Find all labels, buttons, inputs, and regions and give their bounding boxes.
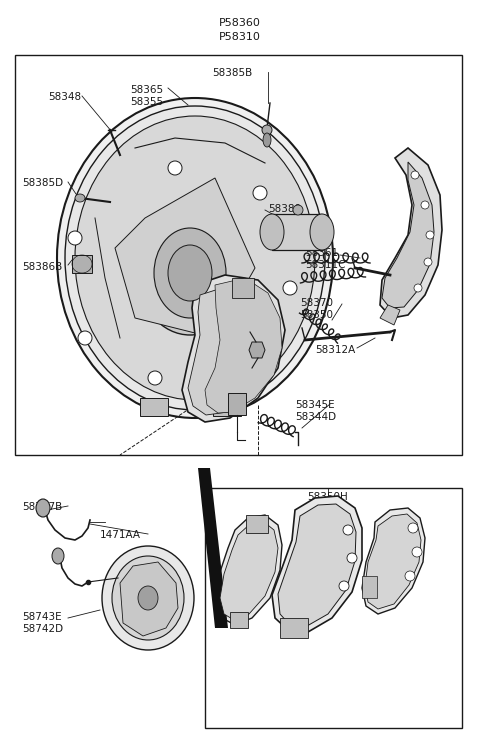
Bar bbox=[246, 515, 268, 533]
Polygon shape bbox=[120, 562, 178, 636]
Ellipse shape bbox=[168, 245, 212, 301]
Ellipse shape bbox=[339, 581, 349, 591]
Bar bbox=[213, 398, 241, 416]
Polygon shape bbox=[382, 162, 434, 308]
Bar bbox=[140, 398, 168, 416]
Text: 58737B: 58737B bbox=[22, 502, 62, 512]
Bar bbox=[205, 488, 462, 728]
Text: 58385D: 58385D bbox=[22, 178, 63, 188]
Polygon shape bbox=[220, 522, 278, 620]
Polygon shape bbox=[115, 178, 255, 338]
Polygon shape bbox=[272, 496, 362, 632]
Ellipse shape bbox=[112, 556, 184, 640]
Ellipse shape bbox=[154, 228, 226, 318]
Text: 58743E
58742D: 58743E 58742D bbox=[22, 612, 63, 634]
Ellipse shape bbox=[310, 214, 334, 250]
Ellipse shape bbox=[408, 523, 418, 533]
Text: 58366A
58356A: 58366A 58356A bbox=[238, 310, 278, 332]
Bar bbox=[228, 393, 246, 415]
Ellipse shape bbox=[253, 186, 267, 200]
Ellipse shape bbox=[260, 214, 284, 250]
Bar bbox=[272, 214, 322, 250]
Ellipse shape bbox=[138, 211, 242, 335]
Polygon shape bbox=[365, 514, 421, 609]
Text: 58348: 58348 bbox=[48, 92, 81, 102]
Polygon shape bbox=[216, 515, 282, 625]
Ellipse shape bbox=[65, 106, 325, 410]
Polygon shape bbox=[362, 508, 425, 614]
Ellipse shape bbox=[421, 201, 429, 209]
Ellipse shape bbox=[126, 572, 170, 624]
Bar bbox=[232, 278, 254, 298]
Ellipse shape bbox=[78, 331, 92, 345]
Text: P58360: P58360 bbox=[219, 18, 261, 28]
Text: 58361
58311C: 58361 58311C bbox=[305, 248, 346, 270]
Bar bbox=[230, 612, 248, 628]
Polygon shape bbox=[278, 504, 356, 626]
Polygon shape bbox=[182, 275, 285, 422]
Ellipse shape bbox=[343, 525, 353, 535]
Text: 58322B: 58322B bbox=[192, 400, 232, 410]
Text: 58345E
58344D: 58345E 58344D bbox=[295, 400, 336, 423]
Bar bbox=[72, 255, 92, 273]
Text: 1471AA: 1471AA bbox=[100, 530, 141, 540]
Ellipse shape bbox=[263, 133, 271, 147]
Polygon shape bbox=[198, 468, 228, 628]
Ellipse shape bbox=[102, 546, 194, 650]
Ellipse shape bbox=[283, 281, 297, 295]
Bar bbox=[280, 618, 308, 638]
Text: 58350H: 58350H bbox=[308, 492, 348, 502]
Polygon shape bbox=[249, 342, 265, 358]
Text: 58365
58355: 58365 58355 bbox=[130, 85, 163, 107]
Text: 58312A: 58312A bbox=[315, 345, 355, 355]
Bar bbox=[362, 576, 377, 598]
Ellipse shape bbox=[414, 284, 422, 292]
Ellipse shape bbox=[138, 586, 158, 610]
Polygon shape bbox=[188, 287, 276, 415]
Ellipse shape bbox=[248, 361, 262, 375]
Ellipse shape bbox=[424, 258, 432, 266]
Polygon shape bbox=[380, 305, 400, 325]
Ellipse shape bbox=[168, 161, 182, 175]
Text: 58386B: 58386B bbox=[22, 262, 62, 272]
Text: 58385B: 58385B bbox=[212, 68, 252, 78]
Ellipse shape bbox=[75, 194, 85, 202]
Text: P58310: P58310 bbox=[219, 32, 261, 42]
Bar bbox=[15, 55, 462, 455]
Text: 58380
58330D: 58380 58330D bbox=[268, 204, 309, 226]
Ellipse shape bbox=[411, 171, 419, 179]
Ellipse shape bbox=[293, 205, 303, 215]
Ellipse shape bbox=[262, 125, 272, 135]
Ellipse shape bbox=[75, 116, 315, 400]
Ellipse shape bbox=[347, 553, 357, 563]
Ellipse shape bbox=[57, 98, 333, 418]
Ellipse shape bbox=[52, 548, 64, 564]
Ellipse shape bbox=[148, 371, 162, 385]
Ellipse shape bbox=[426, 231, 434, 239]
Ellipse shape bbox=[36, 499, 50, 517]
Polygon shape bbox=[205, 278, 282, 413]
Ellipse shape bbox=[68, 231, 82, 245]
Ellipse shape bbox=[405, 571, 415, 581]
Text: 58370
58350: 58370 58350 bbox=[300, 298, 333, 320]
Polygon shape bbox=[380, 148, 442, 318]
Ellipse shape bbox=[412, 547, 422, 557]
